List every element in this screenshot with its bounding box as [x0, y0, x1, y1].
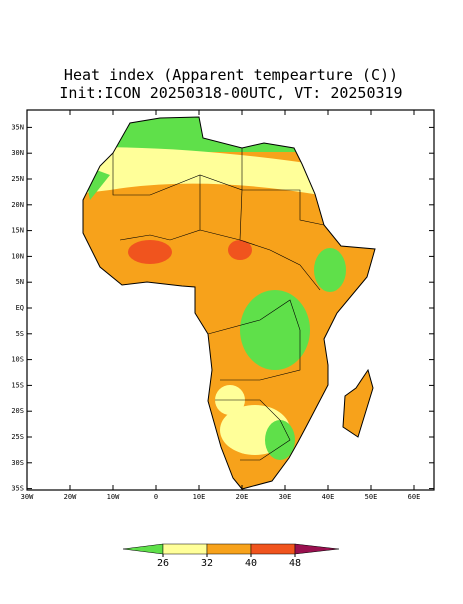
lon-label: 0: [154, 493, 158, 501]
lat-label: 15S: [11, 381, 24, 389]
lon-label: 20W: [64, 493, 77, 501]
lon-label: 30E: [279, 493, 292, 501]
lat-label: 30N: [11, 149, 24, 157]
lat-label: 25S: [11, 433, 24, 441]
colorbar-label: 26: [157, 558, 169, 569]
lat-label: 35N: [11, 123, 24, 131]
lat-label: 30S: [11, 459, 24, 467]
lon-label: 30W: [21, 493, 34, 501]
colorbar-low: [122, 543, 164, 555]
colorbar-label: 32: [201, 558, 213, 569]
subtitle: Init:ICON 20250318-00UTC, VT: 20250319: [59, 84, 402, 102]
lat-label: 35S: [11, 485, 24, 493]
lat-label: 20S: [11, 407, 24, 415]
map: [26, 109, 435, 491]
lat-label: 15N: [11, 227, 24, 235]
colorbar-box: [206, 543, 252, 555]
colorbar-box: [162, 543, 208, 555]
lat-label: 20N: [11, 201, 24, 209]
lat-label: EQ: [16, 304, 24, 312]
lon-label: 40E: [322, 493, 335, 501]
lon-label: 10W: [107, 493, 120, 501]
lon-label: 20E: [236, 493, 249, 501]
lon-label: 60E: [408, 493, 421, 501]
colorbar-label: 48: [289, 558, 301, 569]
lat-label: 5N: [16, 278, 24, 286]
colorbar-box: [250, 543, 296, 555]
lat-label: 10S: [11, 356, 24, 364]
lon-label: 10E: [193, 493, 206, 501]
lon-label: 50E: [365, 493, 378, 501]
lat-label: 5S: [16, 330, 24, 338]
lat-label: 25N: [11, 175, 24, 183]
title: Heat index (Apparent tempearture (C)): [64, 66, 398, 84]
colorbar-high: [294, 543, 340, 555]
colorbar-label: 40: [245, 558, 257, 569]
lat-label: 10N: [11, 252, 24, 260]
